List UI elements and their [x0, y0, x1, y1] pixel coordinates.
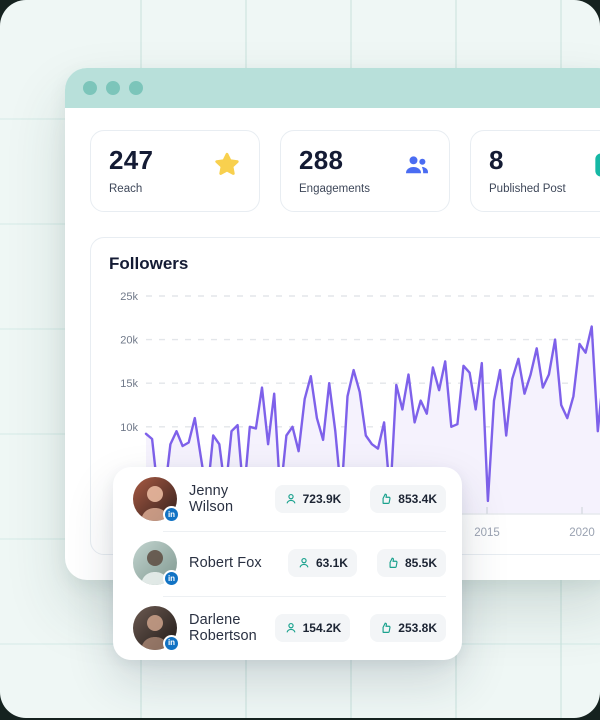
svg-text:15k: 15k	[120, 378, 138, 390]
svg-text:25k: 25k	[120, 291, 138, 303]
linkedin-badge-icon: in	[163, 506, 180, 524]
person-icon	[286, 494, 296, 504]
reach-value: 247	[109, 145, 154, 175]
thumbs-up-icon	[389, 558, 398, 569]
window-control-dot[interactable]	[106, 81, 120, 95]
svg-text:2015: 2015	[474, 527, 500, 539]
likes-count: 853.4K	[398, 492, 437, 507]
stat-card-reach: 247 Reach	[90, 130, 260, 212]
person-name: Darlene Robertson	[189, 611, 257, 644]
star-icon	[213, 151, 241, 179]
influencer-list-card: in Jenny Wilson 723.9K 853.4K in Robert …	[113, 467, 462, 660]
avatar: in	[133, 605, 180, 652]
window-header	[65, 68, 600, 108]
list-item-jenny-wilson[interactable]: in Jenny Wilson 723.9K 853.4K	[113, 467, 462, 531]
list-item-darlene-robertson[interactable]: in Darlene Robertson 154.2K 253.8K	[113, 595, 462, 660]
post-icon	[593, 151, 600, 179]
published-post-value: 8	[489, 145, 504, 175]
svg-text:2020: 2020	[569, 527, 595, 539]
likes-count-badge: 85.5K	[376, 549, 446, 578]
person-name: Jenny Wilson	[189, 483, 234, 516]
followers-count: 723.9K	[302, 492, 342, 507]
window-control-dot[interactable]	[129, 81, 143, 95]
followers-count-badge: 63.1K	[287, 549, 357, 578]
followers-count-badge: 154.2K	[274, 613, 351, 642]
list-item-robert-fox[interactable]: in Robert Fox 63.1K 85.5K	[113, 531, 462, 595]
avatar: in	[133, 541, 180, 588]
followers-count: 63.1K	[315, 556, 348, 571]
person-icon	[299, 558, 309, 568]
engagements-label: Engagements	[299, 183, 370, 195]
thumbs-up-icon	[382, 622, 391, 633]
reach-label: Reach	[109, 183, 143, 195]
person-icon	[286, 622, 296, 633]
likes-count: 85.5K	[404, 556, 437, 571]
followers-title: Followers	[109, 254, 189, 273]
svg-text:20k: 20k	[120, 335, 138, 347]
followers-count-badge: 723.9K	[274, 485, 351, 514]
person-name: Robert Fox	[189, 555, 262, 572]
people-icon	[403, 151, 431, 179]
window-control-dot[interactable]	[83, 81, 97, 95]
svg-text:10k: 10k	[120, 422, 138, 434]
published-post-label: Published Post	[489, 183, 566, 195]
stat-card-engagements: 288 Engagements	[280, 130, 450, 212]
stat-card-published-post: 8 Published Post	[470, 130, 600, 212]
likes-count-badge: 853.4K	[370, 485, 446, 514]
likes-count: 253.8K	[398, 620, 437, 635]
linkedin-badge-icon: in	[163, 570, 180, 588]
followers-count: 154.2K	[302, 620, 342, 635]
stats-row: 247 Reach 288 Engagements	[90, 130, 600, 212]
engagements-value: 288	[299, 145, 344, 175]
linkedin-badge-icon: in	[163, 634, 180, 652]
chart-axis-labels: 25k 20k 15k 10k 2015 2020	[120, 291, 595, 539]
avatar: in	[133, 477, 180, 524]
likes-count-badge: 253.8K	[370, 613, 446, 642]
thumbs-up-icon	[382, 493, 391, 505]
